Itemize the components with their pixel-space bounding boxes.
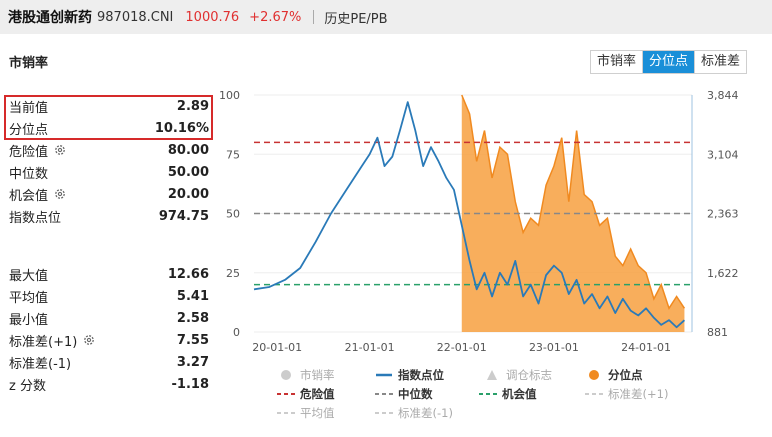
y-tick-label: 100 [219, 89, 240, 102]
stat-label: 分位点 [9, 122, 49, 138]
stat-row-max: 最大值 12.66 [9, 264, 209, 284]
legend-swatch [487, 370, 497, 380]
stat-row-min: 最小值 2.58 [9, 308, 209, 328]
stat-row-percentile: 分位点 10.16% [9, 118, 209, 138]
stat-label: 危险值 [9, 144, 49, 160]
view-tabs: 市销率 分位点 标准差 [590, 50, 748, 74]
stat-value: 7.55 [176, 332, 209, 348]
stat-value: -1.18 [171, 376, 209, 392]
stat-row-index-level: 指数点位 974.75 [9, 206, 209, 226]
stat-value: 80.00 [167, 142, 209, 158]
stat-label: 当前值 [9, 100, 49, 116]
stat-label: 最大值 [9, 268, 49, 284]
tab-ps-ratio[interactable]: 市销率 [591, 51, 644, 73]
stat-value: 2.58 [176, 310, 209, 326]
y-tick-label: 25 [226, 267, 240, 280]
y2-tick-label: 1,622 [707, 267, 739, 280]
legend-label: 标准差(-1) [398, 406, 453, 420]
highlight-box [4, 95, 213, 140]
index-level-line [253, 101, 686, 329]
legend-label: 机会值 [502, 387, 537, 401]
tab-percentile[interactable]: 分位点 [643, 51, 696, 73]
x-tick-label: 23-01-01 [529, 341, 579, 354]
legend-label: 市销率 [300, 368, 335, 382]
header-divider [313, 10, 315, 24]
stat-row-mean: 平均值 5.41 [9, 286, 209, 306]
stat-value: 5.41 [176, 288, 209, 304]
section-title: 市销率 [9, 56, 49, 71]
x-tick-label: 21-01-01 [345, 341, 395, 354]
y-tick-label: 50 [226, 208, 240, 221]
legend-label: 中位数 [398, 387, 433, 401]
stat-value: 2.89 [176, 98, 209, 114]
legend-label: 指数点位 [398, 368, 444, 382]
stat-label: z 分数 [9, 378, 46, 394]
y-tick-label: 75 [226, 148, 240, 161]
stat-label: 中位数 [9, 166, 49, 182]
percentile-line [461, 94, 686, 311]
stat-label: 指数点位 [9, 210, 62, 226]
legend-label: 标准差(+1) [608, 387, 668, 401]
gear-icon[interactable] [83, 334, 95, 346]
stat-value: 50.00 [167, 164, 209, 180]
stat-row-danger: 危险值 80.00 [9, 140, 209, 160]
stat-label: 机会值 [9, 188, 49, 204]
y-tick-label: 0 [233, 326, 240, 339]
gear-icon[interactable] [54, 188, 66, 200]
legend-label: 调仓标志 [506, 368, 552, 382]
index-code: 987018.CNI [97, 9, 174, 25]
legend-swatch [281, 370, 291, 380]
stat-value: 12.66 [167, 266, 209, 282]
stat-value: 10.16% [154, 120, 209, 136]
stat-label: 平均值 [9, 290, 49, 306]
stat-row-median: 中位数 50.00 [9, 162, 209, 182]
stat-row-std-plus: 标准差(+1) 7.55 [9, 330, 209, 350]
y2-tick-label: 881 [707, 326, 728, 339]
stat-row-z-score: z 分数 -1.18 [9, 374, 209, 394]
x-tick-label: 24-01-01 [621, 341, 671, 354]
index-change: +2.67% [249, 9, 302, 25]
y2-tick-label: 3,844 [707, 89, 739, 102]
stat-label: 标准差(+1) [9, 334, 78, 350]
x-tick-label: 22-01-01 [437, 341, 487, 354]
header-bar: 港股通创新药 987018.CNI 1000.76 +2.67% 历史PE/PB [0, 0, 772, 34]
stat-row-opportunity: 机会值 20.00 [9, 184, 209, 204]
legend-label: 分位点 [608, 368, 643, 382]
legend-label: 危险值 [299, 387, 335, 401]
history-pe-pb-link[interactable]: 历史PE/PB [324, 11, 388, 27]
tab-std-dev[interactable]: 标准差 [701, 54, 741, 69]
stat-value: 3.27 [176, 354, 209, 370]
stat-label: 最小值 [9, 312, 49, 328]
y2-tick-label: 2,363 [707, 208, 739, 221]
gear-icon[interactable] [54, 144, 66, 156]
legend-swatch [589, 370, 599, 380]
x-tick-label: 20-01-01 [252, 341, 302, 354]
stat-value: 974.75 [158, 208, 209, 224]
stat-label: 标准差(-1) [9, 356, 72, 372]
legend-label: 平均值 [300, 406, 335, 420]
index-name: 港股通创新药 [8, 10, 92, 26]
stat-row-current: 当前值 2.89 [9, 96, 209, 116]
stat-value: 20.00 [167, 186, 209, 202]
y2-tick-label: 3,104 [707, 148, 739, 161]
index-price: 1000.76 [185, 9, 240, 25]
stat-row-std-minus: 标准差(-1) 3.27 [9, 352, 209, 372]
